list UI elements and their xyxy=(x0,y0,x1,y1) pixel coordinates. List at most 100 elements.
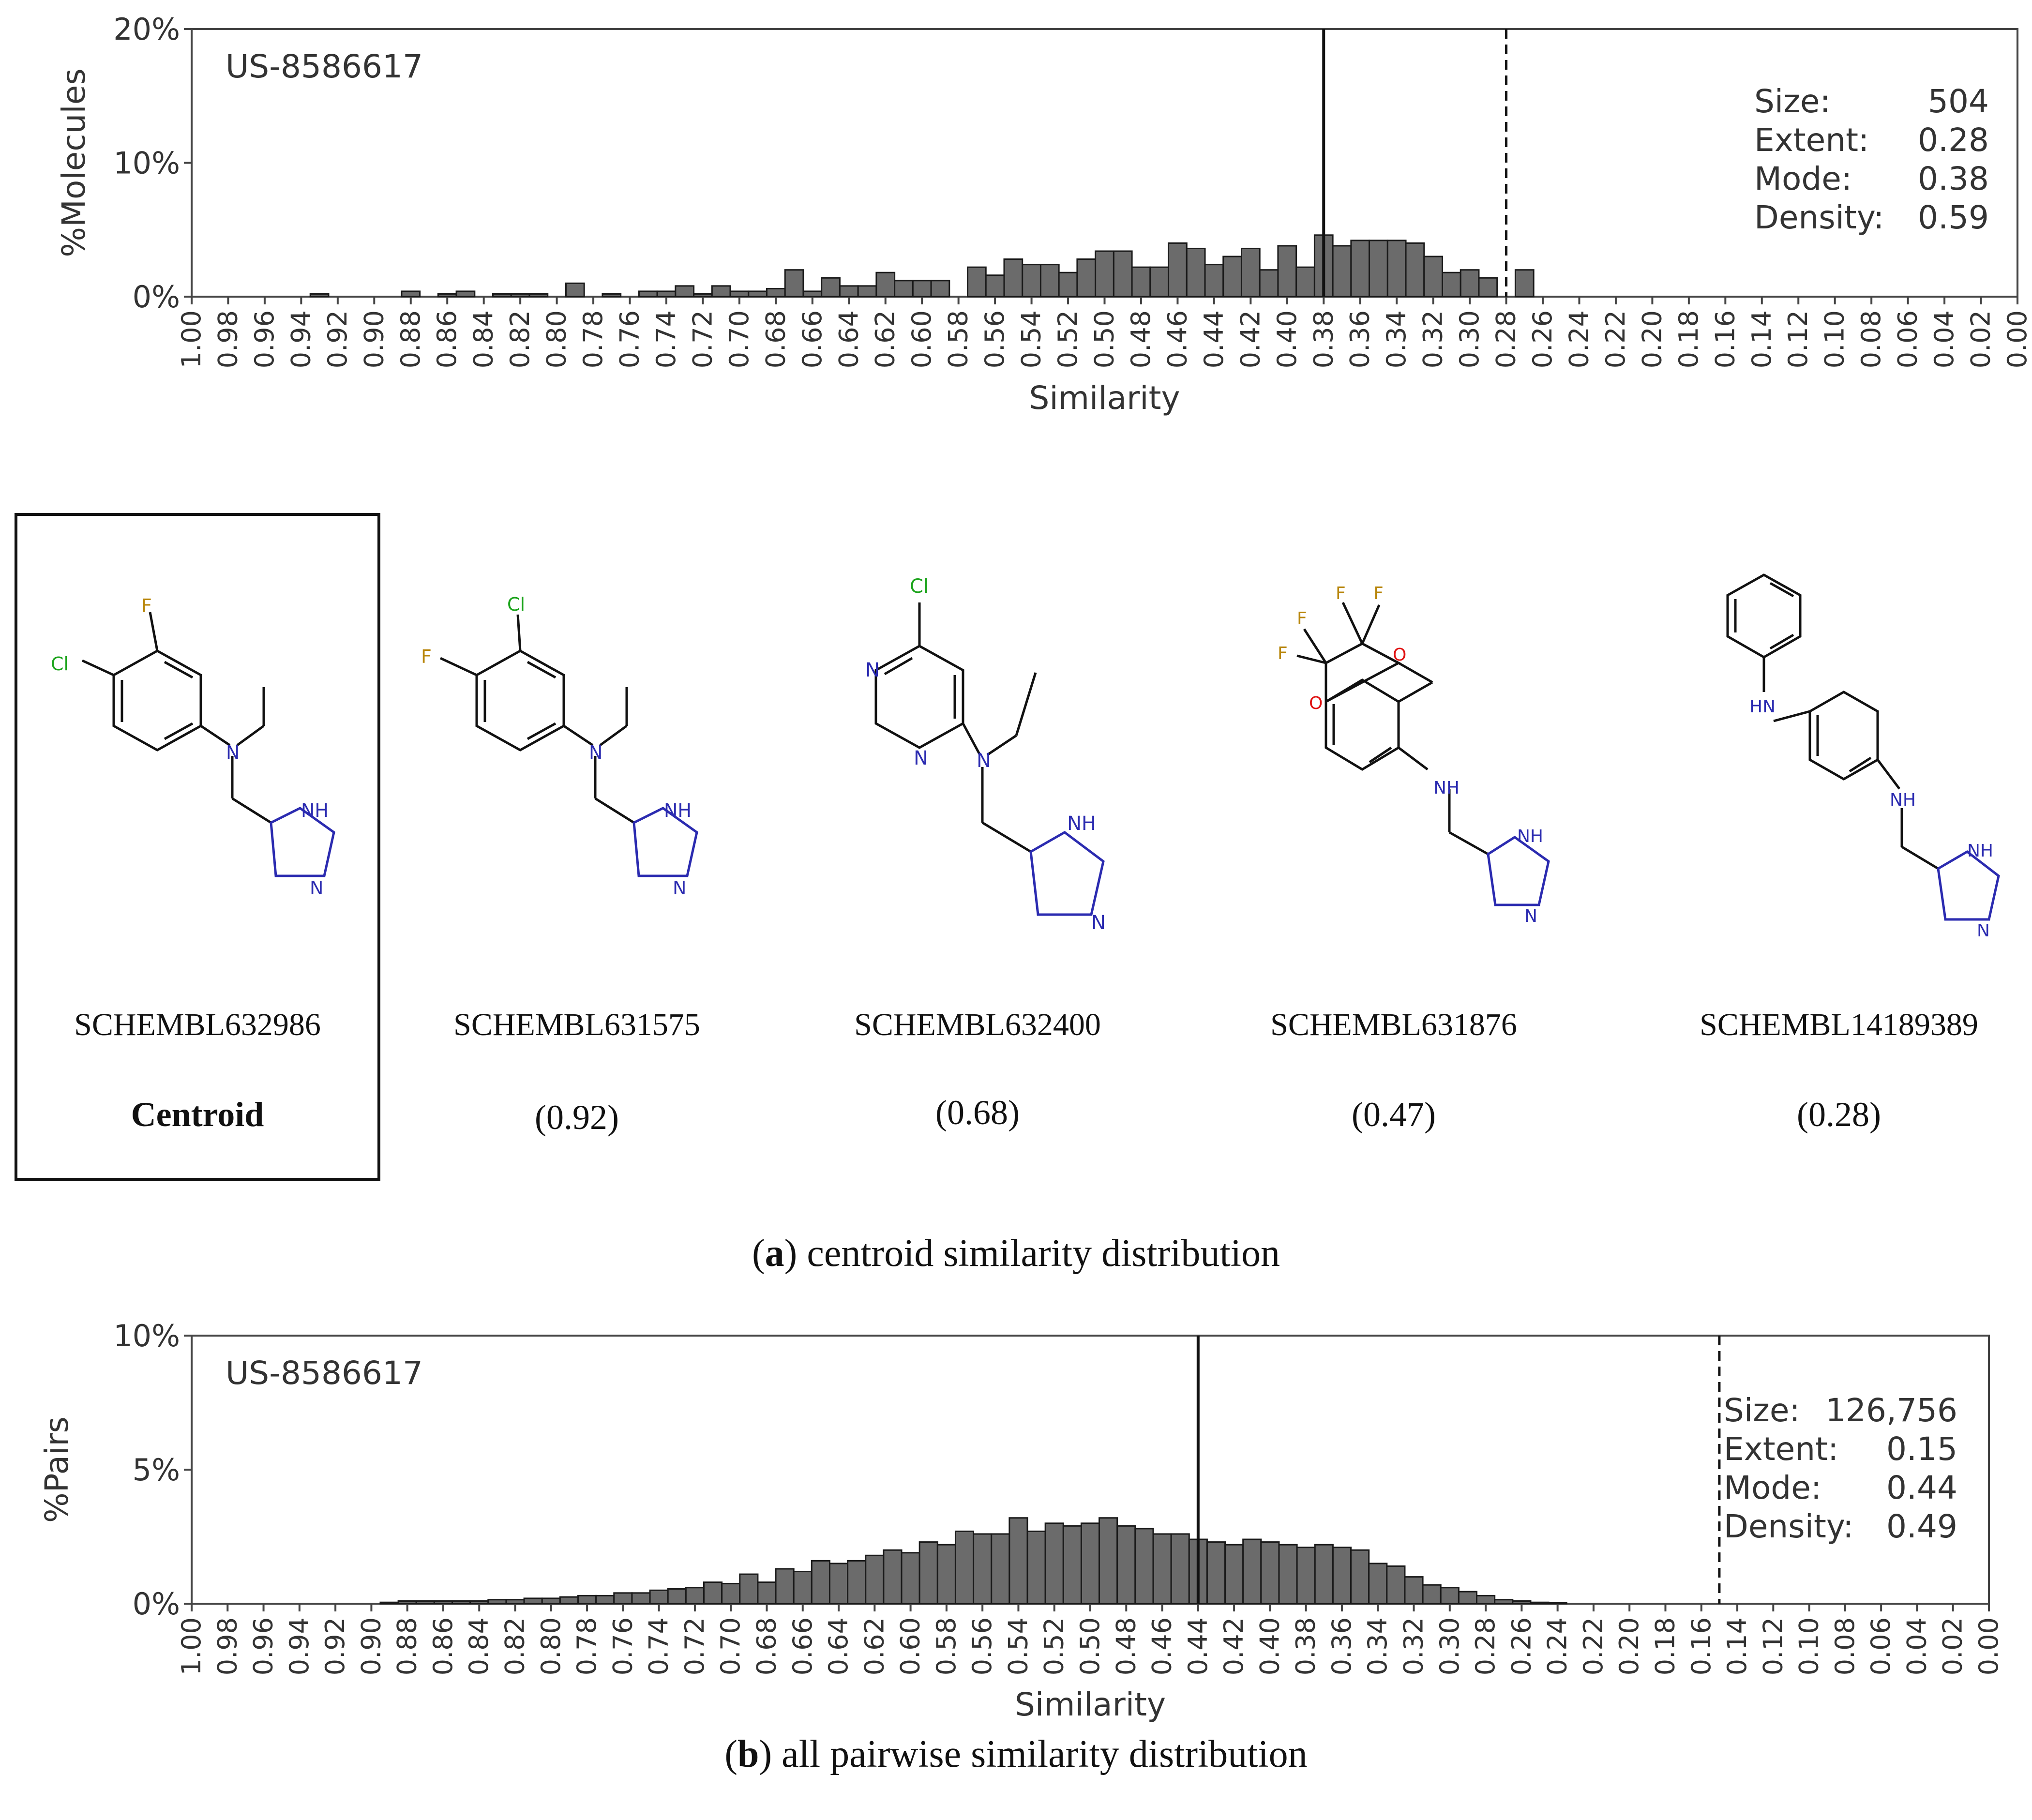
histogram-bar xyxy=(1332,1547,1352,1605)
x-tick-label: 0.90 xyxy=(359,310,389,368)
histogram-bar xyxy=(541,1597,561,1605)
x-tick-label: 0.04 xyxy=(1901,1617,1932,1675)
histogram-bar xyxy=(1080,1522,1100,1605)
histogram-bar xyxy=(577,1594,597,1605)
histogram-bar xyxy=(1026,1530,1046,1605)
caption-b: (b) all pairwise similarity distribution xyxy=(724,1733,1308,1775)
histogram-bar xyxy=(455,290,476,298)
x-tick-label: 0.86 xyxy=(432,310,462,368)
x-tick-label: 0.16 xyxy=(1686,1617,1716,1675)
x-tick-label: 0.42 xyxy=(1235,310,1265,368)
atom-label: Cl xyxy=(507,594,525,615)
atom-label: F xyxy=(1297,609,1307,629)
x-tick-label: 0.84 xyxy=(464,1617,494,1675)
atom-label: F xyxy=(1373,584,1384,603)
histogram-bar xyxy=(775,1568,795,1605)
histogram-bar xyxy=(487,1599,507,1605)
x-tick-label: 0.82 xyxy=(505,310,535,368)
histogram-bar xyxy=(1458,1591,1478,1605)
atom-label: NH xyxy=(664,800,692,821)
x-tick-label: 0.38 xyxy=(1291,1617,1321,1675)
x-tick-label: 0.00 xyxy=(1973,1617,2004,1675)
histogram-bar xyxy=(1478,277,1498,298)
x-tick-label: 0.36 xyxy=(1326,1617,1357,1675)
x-tick-label: 0.18 xyxy=(1650,1617,1680,1675)
x-tick-label: 0.28 xyxy=(1470,1617,1501,1675)
stat-label: Size: xyxy=(1754,83,1831,120)
x-tick-label: 0.82 xyxy=(500,1617,530,1675)
stat-label: Mode: xyxy=(1754,160,1852,197)
x-tick-label: 0.40 xyxy=(1272,310,1302,368)
centroid-highlight-box xyxy=(15,513,380,1181)
x-tick-label: 0.46 xyxy=(1162,310,1192,368)
histogram-bar xyxy=(1548,1602,1567,1605)
atom-label: NH xyxy=(1890,790,1916,810)
histogram-bar xyxy=(1186,247,1206,298)
histogram-bar xyxy=(1332,245,1352,298)
x-tick-label: 0.96 xyxy=(249,310,280,368)
histogram-bar xyxy=(930,280,950,298)
histogram-bar xyxy=(528,293,549,298)
histogram-bar xyxy=(602,293,622,298)
histogram-bar xyxy=(1204,264,1224,298)
histogram-bar xyxy=(1062,1525,1082,1605)
y-tick-label: 5% xyxy=(133,1452,180,1488)
x-tick-label: 0.22 xyxy=(1578,1617,1609,1675)
x-tick-label: 0.32 xyxy=(1399,1617,1429,1675)
x-tick-label: 0.92 xyxy=(322,310,353,368)
x-tick-label: 0.90 xyxy=(356,1617,386,1675)
x-tick-label: 0.06 xyxy=(1866,1617,1896,1675)
histogram-bar xyxy=(685,1587,705,1605)
x-tick-label: 0.26 xyxy=(1506,1617,1536,1675)
histogram-bar xyxy=(1149,266,1170,298)
patent-label: US-8586617 xyxy=(226,1354,423,1392)
histogram-bar xyxy=(1476,1594,1496,1605)
atom-label: F xyxy=(141,595,152,617)
x-tick-label: 0.34 xyxy=(1381,310,1412,368)
histogram-bar xyxy=(1116,1525,1136,1605)
histogram-bar xyxy=(1440,1587,1460,1605)
stat-value: 0.59 xyxy=(1918,199,1989,236)
similarity-score: (0.68) xyxy=(935,1093,1020,1132)
histogram-bar xyxy=(505,1599,525,1605)
atom-label: Cl xyxy=(910,575,929,598)
stat-value: 504 xyxy=(1928,83,1989,120)
x-tick-label: 0.62 xyxy=(870,310,901,368)
x-tick-label: 0.28 xyxy=(1491,310,1521,368)
atom-label: N xyxy=(977,750,991,772)
histogram-bar xyxy=(565,282,585,298)
histogram-bar xyxy=(559,1596,579,1605)
atom-label: Cl xyxy=(51,653,69,675)
x-tick-label: 0.64 xyxy=(833,310,864,368)
histogram-bar xyxy=(1259,269,1279,298)
x-tick-label: 0.80 xyxy=(536,1617,566,1675)
atom-label: NH xyxy=(1433,778,1460,798)
histogram-bar xyxy=(1206,1541,1226,1605)
histogram-bar xyxy=(865,1554,885,1605)
x-tick-label: 0.44 xyxy=(1183,1617,1213,1675)
x-tick-label: 0.50 xyxy=(1089,310,1120,368)
histogram-bar xyxy=(784,269,804,298)
histogram-bar xyxy=(1296,1547,1316,1605)
atom-label: O xyxy=(1309,693,1323,713)
stat-value: 126,756 xyxy=(1825,1392,1957,1429)
x-tick-label: 0.78 xyxy=(572,1617,602,1675)
x-tick-label: 0.52 xyxy=(1053,310,1083,368)
histogram-bar xyxy=(1152,1533,1172,1605)
x-tick-label: 0.10 xyxy=(1820,310,1850,368)
atom-label: N xyxy=(914,747,928,769)
stat-value: 0.15 xyxy=(1886,1430,1957,1468)
histogram-bar xyxy=(703,1581,723,1605)
x-tick-label: 0.48 xyxy=(1111,1617,1141,1675)
histogram-bar xyxy=(523,1597,543,1605)
molecule-name: SCHEMBL632986 xyxy=(74,1007,321,1042)
histogram-bar xyxy=(1003,258,1024,298)
similarity-score: (0.47) xyxy=(1352,1095,1436,1134)
pairwise-similarity-chart: 0%5%10%1.00 0.98 0.96 0.94 0.92 0.90 0.88 0.86 0… xyxy=(38,1318,2004,1723)
x-tick-label: 0.54 xyxy=(1003,1617,1033,1675)
x-tick-label: 0.66 xyxy=(797,310,828,368)
histogram-bar xyxy=(847,1560,867,1605)
x-tick-label: 0.06 xyxy=(1893,310,1923,368)
x-tick-label: 0.74 xyxy=(644,1617,674,1675)
x-tick-label: 0.04 xyxy=(1929,310,1959,368)
